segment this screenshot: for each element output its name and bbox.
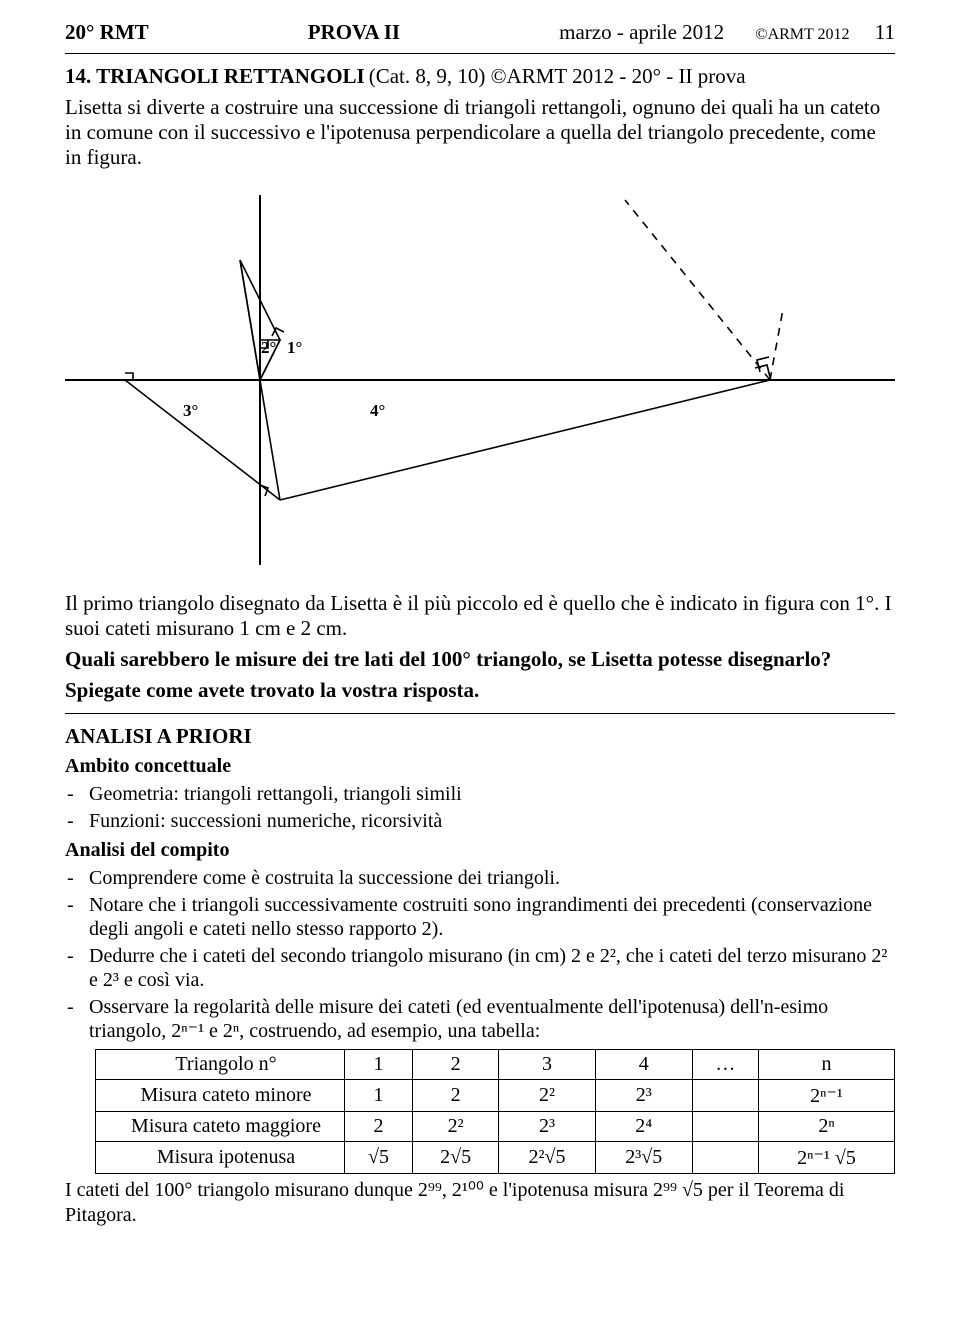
header-left: 20° RMT [65,20,149,45]
fig-label-2: 2° [261,338,276,357]
list-item: Osservare la regolarità delle misure dei… [65,995,895,1043]
table-cell: Misura cateto minore [96,1080,345,1112]
table-cell: 2³ [595,1080,692,1112]
problem-cat: (Cat. 8, 9, 10) ©ARMT 2012 - 20° - II pr… [369,64,746,88]
list-item: Geometria: triangoli rettangoli, triango… [65,782,895,806]
separator-rule [65,713,895,714]
fig-label-1: 1° [287,338,302,357]
table-cell: 2² [499,1080,596,1112]
table-cell: 2ⁿ [759,1112,895,1142]
ambito-heading: Ambito concettuale [65,755,895,778]
ambito-list: Geometria: triangoli rettangoli, triango… [65,782,895,833]
table-cell: Triangolo n° [96,1050,345,1080]
header-pageno: 11 [875,20,895,44]
table-cell: 1 [345,1050,413,1080]
table-cell: … [692,1050,758,1080]
table-cell: 2ⁿ⁻¹ [759,1080,895,1112]
list-item: Notare che i triangoli successivamente c… [65,893,895,941]
table-cell [692,1112,758,1142]
table-row: Misura ipotenusa √5 2√5 2²√5 2³√5 2ⁿ⁻¹ √… [96,1142,895,1174]
table-cell: 2 [345,1112,413,1142]
triangle-figure: 1° 2° 3° 4° [65,185,895,575]
header-center: PROVA II [308,20,400,45]
problem-heading: 14. TRIANGOLI RETTANGOLI (Cat. 8, 9, 10)… [65,64,895,89]
list-item: Dedurre che i cateti del secondo triango… [65,944,895,992]
header-right: marzo - aprile 2012 ©ARMT 2012 11 [559,20,895,45]
page-header: 20° RMT PROVA II marzo - aprile 2012 ©AR… [65,20,895,45]
table-cell: n [759,1050,895,1080]
after-figure-text: Il primo triangolo disegnato da Lisetta … [65,591,895,641]
table-row: Misura cateto minore 1 2 2² 2³ 2ⁿ⁻¹ [96,1080,895,1112]
table-cell: 2³ [499,1112,596,1142]
problem-intro: Lisetta si diverte a costruire una succe… [65,95,895,171]
header-copy: ©ARMT 2012 [755,26,849,43]
table-cell [692,1142,758,1174]
table-cell: 2² [413,1112,499,1142]
table-cell [692,1080,758,1112]
list-item: Comprendere come è costruita la successi… [65,866,895,890]
header-rule [65,53,895,54]
table-cell: 2 [413,1080,499,1112]
table-cell: 4 [595,1050,692,1080]
table-cell: Misura ipotenusa [96,1142,345,1174]
table-cell: 2³√5 [595,1142,692,1174]
table-cell: 2 [413,1050,499,1080]
table-cell: 2√5 [413,1142,499,1174]
problem-explain: Spiegate come avete trovato la vostra ri… [65,678,895,703]
problem-title: 14. TRIANGOLI RETTANGOLI [65,64,365,88]
list-item: Funzioni: successioni numeriche, ricorsi… [65,809,895,833]
compito-heading: Analisi del compito [65,839,895,862]
table-row: Misura cateto maggiore 2 2² 2³ 2⁴ 2ⁿ [96,1112,895,1142]
table-cell: 2⁴ [595,1112,692,1142]
compito-list: Comprendere come è costruita la successi… [65,866,895,1043]
table-cell: √5 [345,1142,413,1174]
table-row: Triangolo n° 1 2 3 4 … n [96,1050,895,1080]
table-cell: 1 [345,1080,413,1112]
table-cell: 2ⁿ⁻¹ √5 [759,1142,895,1174]
measures-table: Triangolo n° 1 2 3 4 … n Misura cateto m… [95,1049,895,1174]
table-cell: Misura cateto maggiore [96,1112,345,1142]
footer-conclusion: I cateti del 100° triangolo misurano dun… [65,1178,895,1228]
fig-label-4: 4° [370,401,385,420]
header-date: marzo - aprile 2012 [559,20,724,44]
table-cell: 2²√5 [499,1142,596,1174]
fig-label-3: 3° [183,401,198,420]
analysis-heading: ANALISI A PRIORI [65,724,895,749]
table-cell: 3 [499,1050,596,1080]
problem-question: Quali sarebbero le misure dei tre lati d… [65,647,895,672]
